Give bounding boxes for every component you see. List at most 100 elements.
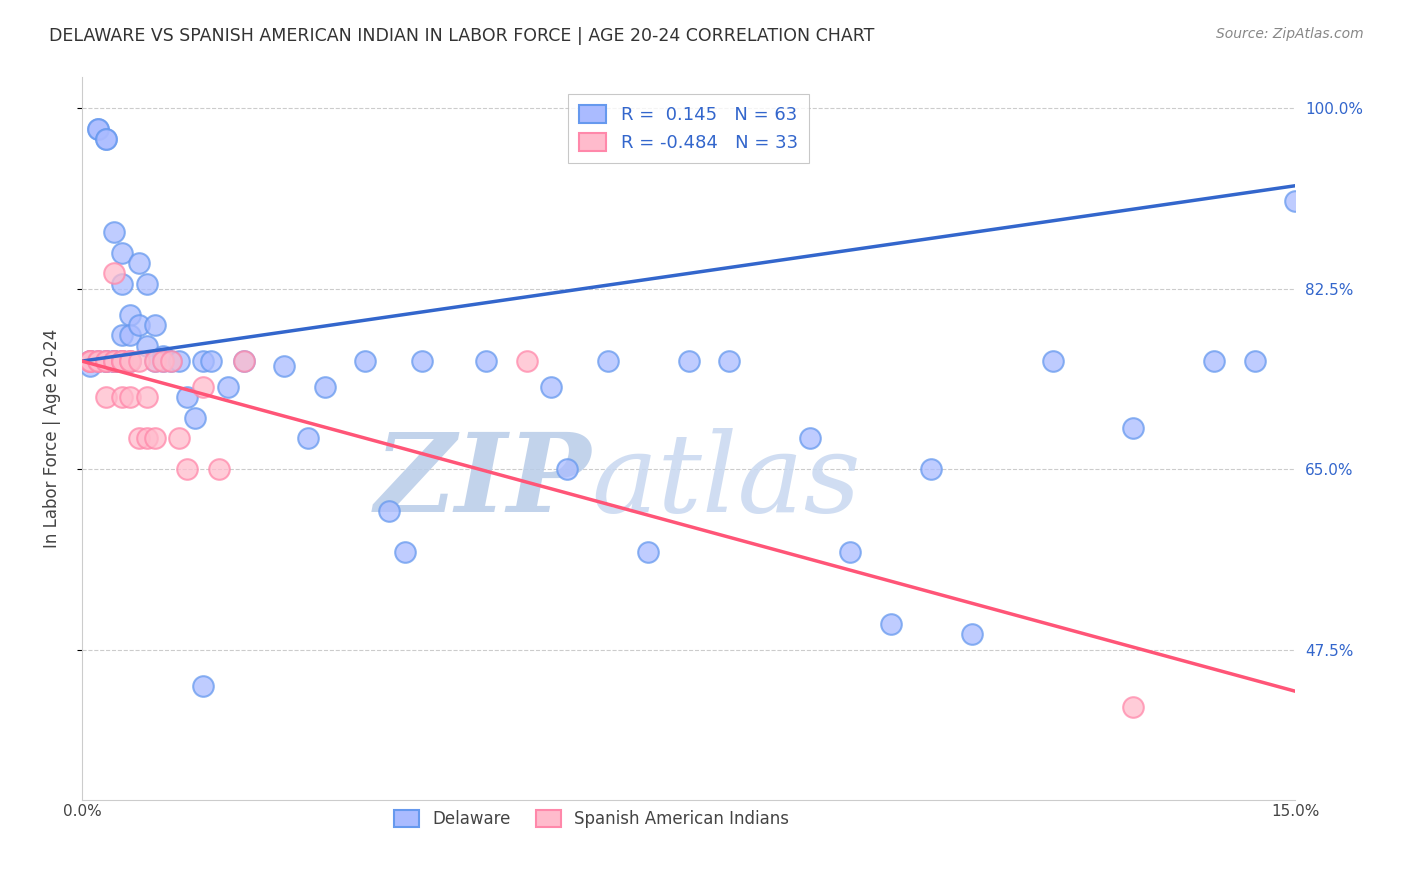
Point — [96, 132, 118, 146]
Point — [111, 354, 134, 368]
Point — [87, 354, 110, 368]
Point — [135, 390, 157, 404]
Point — [880, 617, 903, 632]
Point — [103, 267, 125, 281]
Point — [111, 390, 134, 404]
Point — [217, 380, 239, 394]
Point — [232, 354, 254, 368]
Point — [120, 390, 142, 404]
Point — [87, 354, 110, 368]
Point — [79, 354, 101, 368]
Point — [111, 245, 134, 260]
Point — [273, 359, 295, 374]
Point — [160, 354, 183, 368]
Point — [87, 122, 110, 136]
Point — [208, 462, 231, 476]
Point — [120, 354, 142, 368]
Text: DELAWARE VS SPANISH AMERICAN INDIAN IN LABOR FORCE | AGE 20-24 CORRELATION CHART: DELAWARE VS SPANISH AMERICAN INDIAN IN L… — [49, 27, 875, 45]
Point — [79, 354, 101, 368]
Point — [184, 410, 207, 425]
Point — [540, 380, 562, 394]
Point — [394, 545, 416, 559]
Legend: Delaware, Spanish American Indians: Delaware, Spanish American Indians — [387, 803, 796, 835]
Point — [1243, 354, 1265, 368]
Point — [232, 354, 254, 368]
Point — [128, 318, 150, 332]
Point — [111, 354, 134, 368]
Point — [152, 349, 174, 363]
Point — [87, 354, 110, 368]
Text: atlas: atlas — [592, 428, 860, 535]
Point — [839, 545, 862, 559]
Point — [678, 354, 700, 368]
Point — [176, 462, 198, 476]
Point — [354, 354, 377, 368]
Point — [79, 359, 101, 374]
Point — [193, 354, 215, 368]
Point — [167, 354, 190, 368]
Point — [596, 354, 619, 368]
Point — [516, 354, 538, 368]
Point — [111, 277, 134, 291]
Point — [167, 432, 190, 446]
Point — [143, 354, 166, 368]
Point — [297, 432, 319, 446]
Point — [103, 354, 125, 368]
Point — [120, 354, 142, 368]
Point — [79, 354, 101, 368]
Point — [1122, 699, 1144, 714]
Point — [1122, 421, 1144, 435]
Point — [96, 354, 118, 368]
Point — [96, 354, 118, 368]
Point — [103, 354, 125, 368]
Point — [96, 354, 118, 368]
Point — [103, 354, 125, 368]
Point — [128, 432, 150, 446]
Point — [120, 308, 142, 322]
Point — [475, 354, 498, 368]
Point — [103, 225, 125, 239]
Point — [1284, 194, 1306, 209]
Point — [135, 432, 157, 446]
Point — [143, 318, 166, 332]
Point — [378, 504, 401, 518]
Point — [120, 328, 142, 343]
Point — [160, 354, 183, 368]
Point — [200, 354, 222, 368]
Y-axis label: In Labor Force | Age 20-24: In Labor Force | Age 20-24 — [44, 329, 60, 548]
Point — [111, 354, 134, 368]
Point — [152, 354, 174, 368]
Point — [717, 354, 740, 368]
Point — [120, 354, 142, 368]
Point — [128, 256, 150, 270]
Point — [128, 354, 150, 368]
Point — [111, 354, 134, 368]
Point — [193, 679, 215, 693]
Point — [87, 122, 110, 136]
Point — [1042, 354, 1064, 368]
Point — [176, 390, 198, 404]
Point — [79, 354, 101, 368]
Point — [314, 380, 336, 394]
Point — [799, 432, 821, 446]
Text: Source: ZipAtlas.com: Source: ZipAtlas.com — [1216, 27, 1364, 41]
Point — [96, 390, 118, 404]
Point — [960, 627, 983, 641]
Point — [135, 338, 157, 352]
Point — [1204, 354, 1226, 368]
Point — [555, 462, 578, 476]
Point — [79, 354, 101, 368]
Point — [111, 354, 134, 368]
Point — [103, 354, 125, 368]
Point — [143, 354, 166, 368]
Point — [920, 462, 942, 476]
Point — [411, 354, 433, 368]
Point — [637, 545, 659, 559]
Point — [96, 132, 118, 146]
Point — [111, 328, 134, 343]
Point — [193, 380, 215, 394]
Point — [103, 354, 125, 368]
Point — [96, 354, 118, 368]
Point — [135, 277, 157, 291]
Text: ZIP: ZIP — [375, 428, 592, 535]
